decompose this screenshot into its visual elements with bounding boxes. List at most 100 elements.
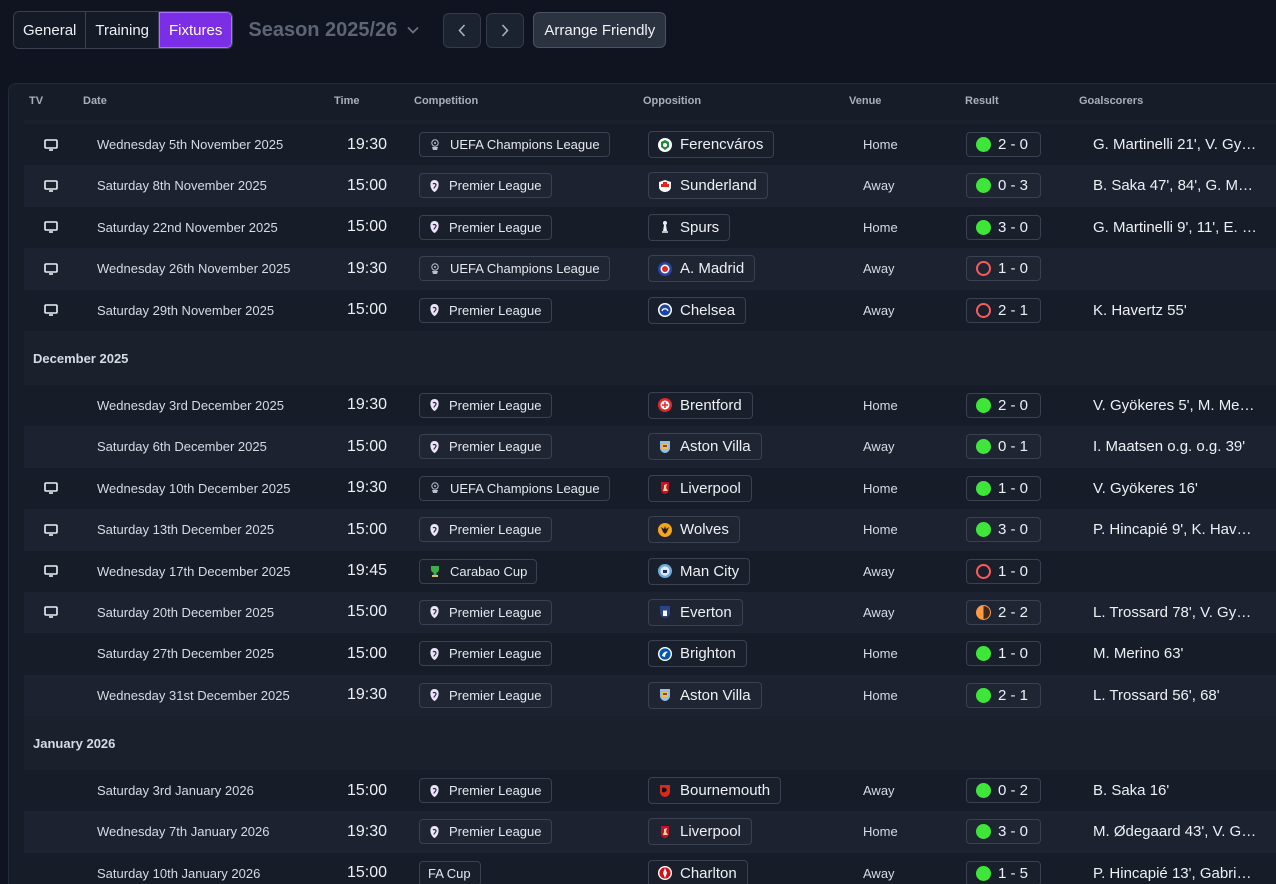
opposition-name: Spurs (680, 218, 720, 236)
header-competition[interactable]: Competition (414, 95, 479, 107)
arrange-friendly-button[interactable]: Arrange Friendly (533, 12, 667, 48)
opposition-cell[interactable]: Sunderland (648, 165, 768, 206)
opposition-cell[interactable]: Aston Villa (648, 675, 762, 716)
result-cell[interactable]: 2 - 1 (966, 290, 1042, 331)
header-date[interactable]: Date (83, 95, 107, 107)
goalscorers: G. Martinelli 21', V. Gyökeres (1093, 136, 1258, 153)
competition-cell[interactable]: Premier League (419, 770, 552, 811)
competition-cell[interactable]: Premier League (419, 633, 552, 674)
competition-cell[interactable]: UEFA Champions League (419, 248, 610, 289)
competition-name: UEFA Champions League (450, 480, 600, 496)
table-row[interactable]: Wednesday 10th December 2025 19:30 UEFA Ch… (24, 468, 1276, 509)
opposition-cell[interactable]: Ferencváros (648, 124, 775, 165)
header-goalscorers[interactable]: Goalscorers (1079, 95, 1144, 107)
fixture-date: Wednesday 5th November 2025 (97, 137, 284, 152)
opposition-cell[interactable]: Charlton (648, 853, 748, 884)
month-header: December 2025 (24, 330, 1276, 385)
header-venue[interactable]: Venue (849, 95, 882, 107)
result-cell[interactable]: 1 - 5 (966, 853, 1042, 884)
header-result[interactable]: Result (965, 95, 999, 107)
result-cell[interactable]: 2 - 0 (966, 385, 1042, 426)
result-cell[interactable]: 1 - 0 (966, 248, 1042, 289)
result-cell[interactable]: 1 - 0 (966, 633, 1042, 674)
competition-cell[interactable]: Premier League (419, 385, 552, 426)
result-cell[interactable]: 3 - 0 (966, 509, 1042, 550)
opposition-cell[interactable]: Chelsea (648, 290, 747, 331)
ucl-competition-icon (428, 138, 442, 152)
tab-fixtures[interactable]: Fixtures (159, 12, 233, 48)
opposition-cell[interactable]: Everton (648, 592, 743, 633)
opposition-cell[interactable]: Brentford (648, 385, 753, 426)
result-cell[interactable]: 3 - 0 (966, 207, 1042, 248)
header-time[interactable]: Time (334, 95, 360, 107)
table-row[interactable]: Wednesday 17th December 2025 19:45 Carabao… (24, 551, 1276, 592)
result-cell[interactable]: 2 - 0 (966, 124, 1042, 165)
opposition-cell[interactable]: Bournemouth (648, 770, 782, 811)
fixture-time: 15:00 (347, 781, 388, 799)
opposition-cell[interactable]: A. Madrid (648, 248, 756, 289)
opposition-cell[interactable]: Man City (648, 551, 751, 592)
result-loss-icon (976, 563, 991, 579)
opposition-cell[interactable]: Spurs (648, 207, 731, 248)
previous-button[interactable] (443, 12, 482, 48)
competition-cell[interactable]: UEFA Champions League (419, 468, 610, 509)
table-row[interactable]: Saturday 3rd January 2026 15:00 Premier Le… (24, 770, 1276, 811)
competition-cell[interactable]: Premier League (419, 165, 552, 206)
table-row[interactable]: Saturday 10th January 2026 15:00 FA Cup Cha… (24, 853, 1276, 884)
competition-cell[interactable]: UEFA Champions League (419, 124, 610, 165)
next-button[interactable] (486, 12, 525, 48)
ucl-competition-icon (428, 481, 442, 495)
pl-competition-icon (428, 440, 441, 454)
table-row[interactable]: Wednesday 26th November 2025 19:30 UEFA Ch… (24, 248, 1276, 290)
header-opposition[interactable]: Opposition (643, 95, 702, 107)
spurs-crest-icon (657, 219, 673, 235)
result-cell[interactable]: 0 - 2 (966, 770, 1042, 811)
table-row[interactable]: Saturday 22nd November 2025 15:00 Premier … (24, 207, 1276, 248)
opposition-cell[interactable]: Liverpool (648, 811, 752, 852)
table-row[interactable]: Wednesday 31st December 2025 19:30 Premier… (24, 674, 1276, 717)
competition-cell[interactable]: Premier League (419, 592, 552, 633)
result-cell[interactable]: 1 - 0 (966, 551, 1042, 592)
tab-training[interactable]: Training (86, 12, 160, 48)
table-row[interactable]: Wednesday 5th November 2025 19:30 UEFA Cha… (24, 124, 1276, 165)
table-row[interactable]: Wednesday 3rd December 2025 19:30 Premier … (24, 385, 1276, 426)
competition-cell[interactable]: Premier League (419, 290, 552, 331)
opposition-cell[interactable]: Liverpool (648, 468, 752, 509)
table-row[interactable]: Wednesday 7th January 2026 19:30 Premier L… (24, 811, 1276, 853)
result-cell[interactable]: 0 - 3 (966, 165, 1042, 206)
pl-competition-icon (428, 179, 441, 193)
table-row[interactable]: Saturday 29th November 2025 15:00 Premier … (24, 290, 1276, 331)
competition-cell[interactable]: Premier League (419, 811, 552, 852)
chelsea-crest-icon (657, 302, 673, 318)
table-row[interactable]: Saturday 20th December 2025 15:00 Premier … (24, 591, 1276, 634)
result-cell[interactable]: 3 - 0 (966, 811, 1042, 852)
table-row[interactable]: Saturday 27th December 2025 15:00 Premier … (24, 633, 1276, 674)
fixture-date: Saturday 10th January 2026 (97, 865, 261, 881)
tv-icon (44, 551, 58, 592)
result-cell[interactable]: 1 - 0 (966, 468, 1042, 509)
table-row[interactable]: Saturday 8th November 2025 15:00 Premier L… (24, 165, 1276, 207)
fixture-time: 15:00 (347, 218, 388, 236)
competition-cell[interactable]: Premier League (419, 509, 552, 550)
tab-general[interactable]: General (14, 12, 87, 48)
competition-cell[interactable]: FA Cup (419, 853, 481, 884)
chevron-left-icon (458, 23, 466, 37)
table-row[interactable]: Saturday 6th December 2025 15:00 Premier L… (24, 426, 1276, 468)
competition-cell[interactable]: Premier League (419, 207, 552, 248)
competition-cell[interactable]: Carabao Cup (419, 551, 538, 592)
competition-cell[interactable]: Premier League (419, 675, 552, 716)
chevron-down-icon (407, 26, 419, 34)
tv-icon (44, 592, 58, 633)
header-tv[interactable]: TV (29, 95, 44, 107)
opposition-cell[interactable]: Brighton (648, 633, 747, 674)
result-cell[interactable]: 2 - 2 (966, 592, 1042, 633)
goalscorers: P. Hincapié 9', K. Havertz (1093, 521, 1258, 539)
result-cell[interactable]: 0 - 1 (966, 426, 1042, 467)
season-selector[interactable]: Season 2025/26 (248, 19, 419, 42)
competition-cell[interactable]: Premier League (419, 426, 552, 467)
opposition-cell[interactable]: Wolves (648, 509, 740, 550)
table-row[interactable]: Saturday 13th December 2025 15:00 Premier … (24, 509, 1276, 551)
opposition-cell[interactable]: Aston Villa (648, 426, 762, 467)
result-cell[interactable]: 2 - 1 (966, 675, 1042, 716)
goalscorers: M. Ødegaard 43', V. Gyökeres (1093, 823, 1258, 841)
